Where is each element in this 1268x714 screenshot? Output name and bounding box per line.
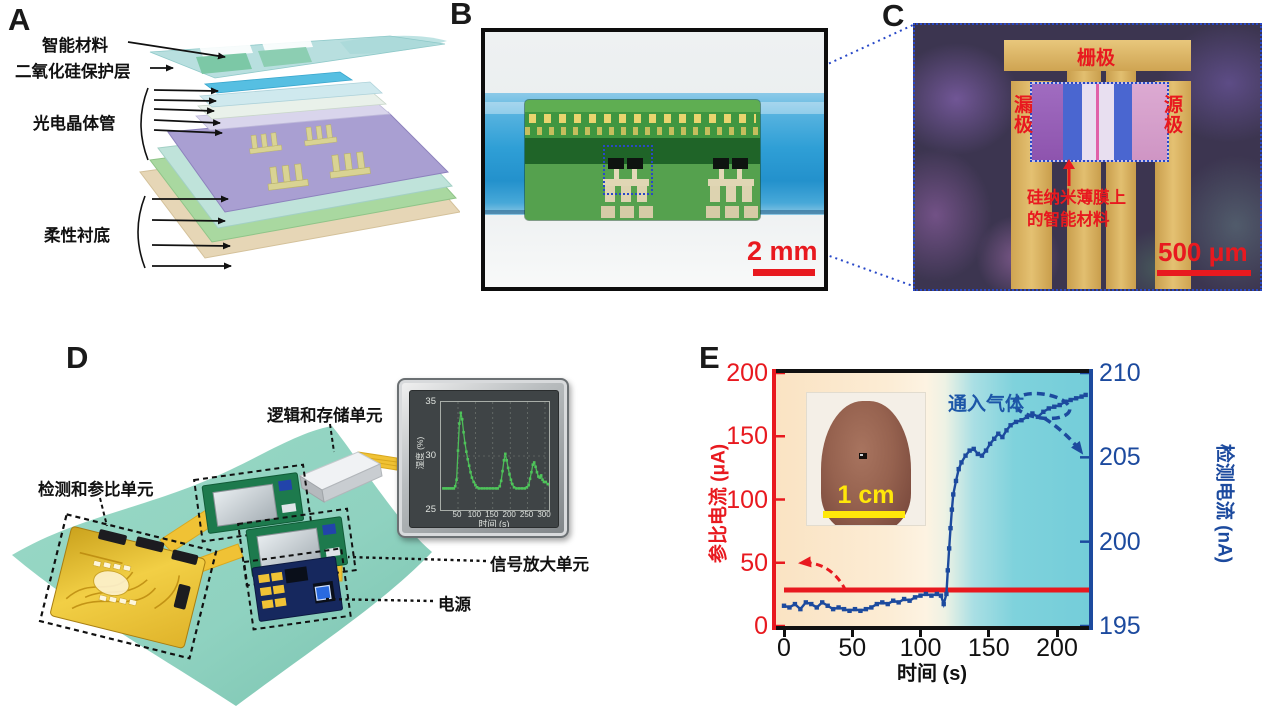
monitor-y-tick-label: 35 <box>425 396 436 407</box>
transistor-pair <box>732 158 748 169</box>
note-line-2: 的智能材料 <box>1027 211 1110 230</box>
monitor-y-label: 湿度 (%) <box>415 436 425 470</box>
thin-layer-1 <box>199 81 383 108</box>
e-right-tick-label: 195 <box>1099 612 1141 640</box>
label-smart-material-note: 硅纳米薄膜上 的智能材料 <box>1027 187 1126 232</box>
scale-bar-2mm <box>753 269 815 276</box>
label-drain: 漏极 <box>1014 95 1034 136</box>
smart-material-arrow <box>1063 159 1075 186</box>
e-bottom-tick-mark <box>919 630 922 637</box>
label-source: 源极 <box>1164 95 1184 136</box>
fingertip-inset: 1 cm <box>806 392 926 526</box>
transistor-pair <box>713 158 729 169</box>
zoom-region-box <box>603 145 653 195</box>
scale-text-2mm: 2 mm <box>747 236 818 266</box>
panel-b-letter: B <box>450 0 473 31</box>
label-power: 电源 <box>438 596 471 614</box>
e-left-tick-label: 150 <box>726 422 768 451</box>
scale-bar-500um <box>1157 270 1251 276</box>
gold-speckle-row <box>525 127 760 135</box>
transistor-pair <box>627 158 643 169</box>
monitor-screen: 35 30 25 50 100 150 200 250 300 时间 (s) 湿度 (%) <box>409 390 559 528</box>
scale-text-500um: 500 μm <box>1158 237 1248 267</box>
smart-material-window <box>1030 82 1169 162</box>
label-flexible-substrate: 柔性衬底 <box>44 227 110 245</box>
red-dashed-arrow <box>798 556 848 592</box>
blue-dashed-arrow <box>1043 416 1084 455</box>
monitor-x-tick-label: 250 <box>519 510 534 519</box>
label-gate: 栅极 <box>1077 48 1116 69</box>
panel-e-letter: E <box>699 340 720 375</box>
label-signal-amplifier: 信号放大单元 <box>490 556 589 574</box>
e-axis-top <box>772 369 1093 373</box>
e-axis-left <box>772 369 776 630</box>
monitor-x-tick-label: 300 <box>537 510 551 519</box>
detect-reference-unit <box>38 513 218 660</box>
e-bottom-tick-mark <box>782 630 786 637</box>
e-right-tick-label: 210 <box>1099 359 1141 387</box>
monitor-x-label: 时间 (s) <box>478 519 510 528</box>
e-left-tick-label: 0 <box>754 612 768 640</box>
gate-electrode-bar <box>1004 40 1191 71</box>
sensor-chip-dot <box>859 453 867 459</box>
e-axis-bottom <box>772 626 1093 630</box>
monitor-y-tick-label: 25 <box>425 504 436 515</box>
gas-annotation: 通入气体 <box>948 394 1025 415</box>
label-phototransistor: 光电晶体管 <box>33 115 116 133</box>
e-bottom-tick-label: 100 <box>899 634 942 662</box>
e-bottom-tick-label: 200 <box>1036 634 1078 662</box>
monitor-trace <box>442 402 549 510</box>
e-right-axis-title: 检测电流 (nA) <box>1213 443 1235 564</box>
panel-d-schematic <box>12 423 487 706</box>
e-plot-area: 通入气体 1 cm <box>776 373 1089 626</box>
e-bottom-tick-mark <box>850 630 854 637</box>
transistor-pair <box>608 158 624 169</box>
monitor-x-tick-label: 50 <box>452 510 462 519</box>
smart-material-pad-2 <box>258 47 312 67</box>
note-line-1: 硅纳米薄膜上 <box>1027 189 1126 207</box>
panel-a-letter: A <box>8 2 31 37</box>
e-bottom-tick-mark <box>1055 630 1059 637</box>
e-axis-right <box>1089 369 1093 630</box>
panel-b-photo: 2 mm <box>481 28 828 291</box>
label-smart-material: 智能材料 <box>42 37 108 55</box>
e-bottom-tick-label: 150 <box>967 634 1010 662</box>
e-bottom-tick-label: 50 <box>838 634 867 662</box>
monitor-plot-frame <box>440 401 550 511</box>
panel-c-letter: C <box>882 0 905 33</box>
blue-dashed-loop <box>1012 391 1072 421</box>
e-right-tick-label: 200 <box>1099 527 1141 556</box>
monitor-x-tick-label: 100 <box>467 510 482 519</box>
e-bottom-tick-label: 0 <box>777 634 791 662</box>
monitor-x-tick-label: 200 <box>502 510 516 519</box>
label-sio2-layer: 二氧化硅保护层 <box>15 63 131 81</box>
label-detect-reference: 检测和参比单元 <box>38 481 154 499</box>
e-left-tick-label: 200 <box>726 359 768 387</box>
e-left-axis-title: 参比电流 (μA) <box>708 443 730 564</box>
e-x-axis-title: 时间 (s) <box>897 663 967 685</box>
monitor-x-tick-label: 150 <box>485 510 499 519</box>
e-bottom-tick-mark <box>987 630 991 637</box>
gold-speckle-row <box>529 114 756 123</box>
monitor-y-tick-label: 30 <box>425 450 436 461</box>
panel-d-letter: D <box>66 340 89 375</box>
smart-material-pad-1 <box>196 53 252 74</box>
panel-c-micrograph: 栅极 漏极 源极 硅纳米薄膜上 的智能材料 500 μm <box>913 23 1262 291</box>
green-device-film <box>525 100 760 220</box>
e-left-tick-label: 50 <box>740 548 768 577</box>
monitor: 35 30 25 50 100 150 200 250 300 时间 (s) 湿度 (%) <box>397 378 569 538</box>
power-board <box>242 547 352 631</box>
e-left-tick-label: 100 <box>726 485 768 514</box>
inset-scale-text: 1 cm <box>837 481 895 509</box>
panel-a-exploded-stack <box>127 35 460 270</box>
e-right-tick-label: 205 <box>1099 443 1141 472</box>
fingertip-photo <box>821 401 911 525</box>
label-logic-storage: 逻辑和存储单元 <box>267 407 383 425</box>
inset-scale-bar <box>823 511 905 518</box>
